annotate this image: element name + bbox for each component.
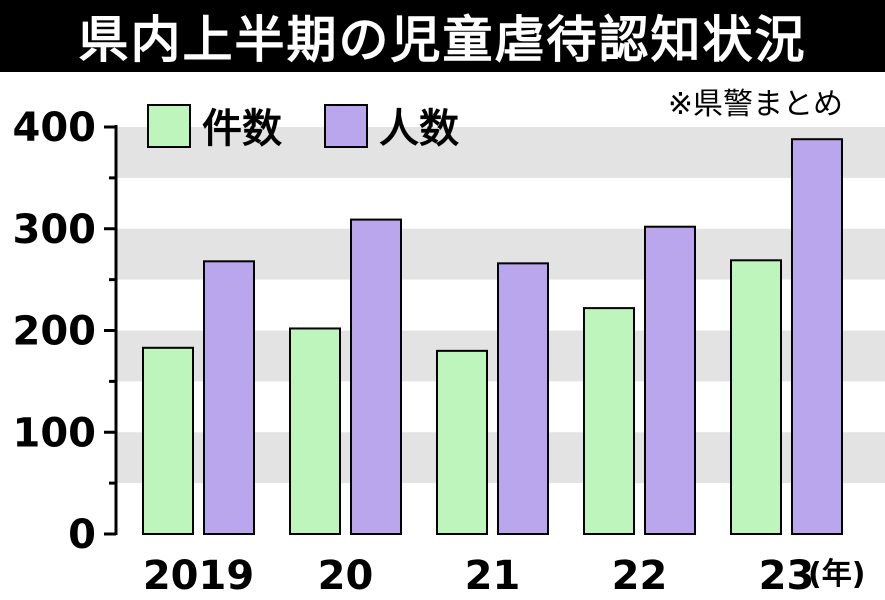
y-tick-label: 400 bbox=[13, 105, 97, 151]
bar-件数-23 bbox=[730, 259, 782, 535]
grid-band bbox=[116, 127, 885, 178]
legend-swatch-件数 bbox=[147, 104, 191, 148]
x-tick-label: 21 bbox=[465, 553, 521, 599]
y-tick-label: 0 bbox=[68, 512, 96, 558]
chart-title: 県内上半期の児童虐待認知状況 bbox=[0, 0, 885, 72]
bar-人数-2019 bbox=[203, 260, 255, 535]
x-tick-label: 22 bbox=[612, 553, 668, 599]
source-note: ※県警まとめ bbox=[668, 87, 843, 122]
y-tick-label: 200 bbox=[13, 309, 97, 355]
legend-label-件数: 件数 bbox=[202, 106, 282, 152]
x-tick-label: 23 bbox=[759, 553, 815, 599]
x-tick-label: 2019 bbox=[143, 553, 254, 599]
bar-人数-22 bbox=[644, 225, 696, 535]
bar-件数-20 bbox=[289, 327, 341, 535]
bar-人数-21 bbox=[497, 262, 549, 535]
x-tick-label: 20 bbox=[318, 553, 374, 599]
bar-chart: 0 100 200 300 400 2019 20 21 22 23(年) 件数 人数 ※県警まとめ bbox=[13, 87, 885, 599]
x-axis-unit: (年) bbox=[808, 557, 865, 592]
y-tick-label: 100 bbox=[13, 410, 97, 456]
bar-件数-2019 bbox=[142, 346, 194, 535]
y-tick-label: 300 bbox=[13, 207, 97, 253]
bar-人数-20 bbox=[350, 218, 402, 535]
bar-件数-21 bbox=[436, 349, 488, 535]
legend-label-人数: 人数 bbox=[379, 106, 459, 152]
bar-件数-22 bbox=[583, 307, 635, 535]
bar-人数-23 bbox=[791, 138, 843, 536]
legend-swatch-人数 bbox=[324, 104, 368, 148]
